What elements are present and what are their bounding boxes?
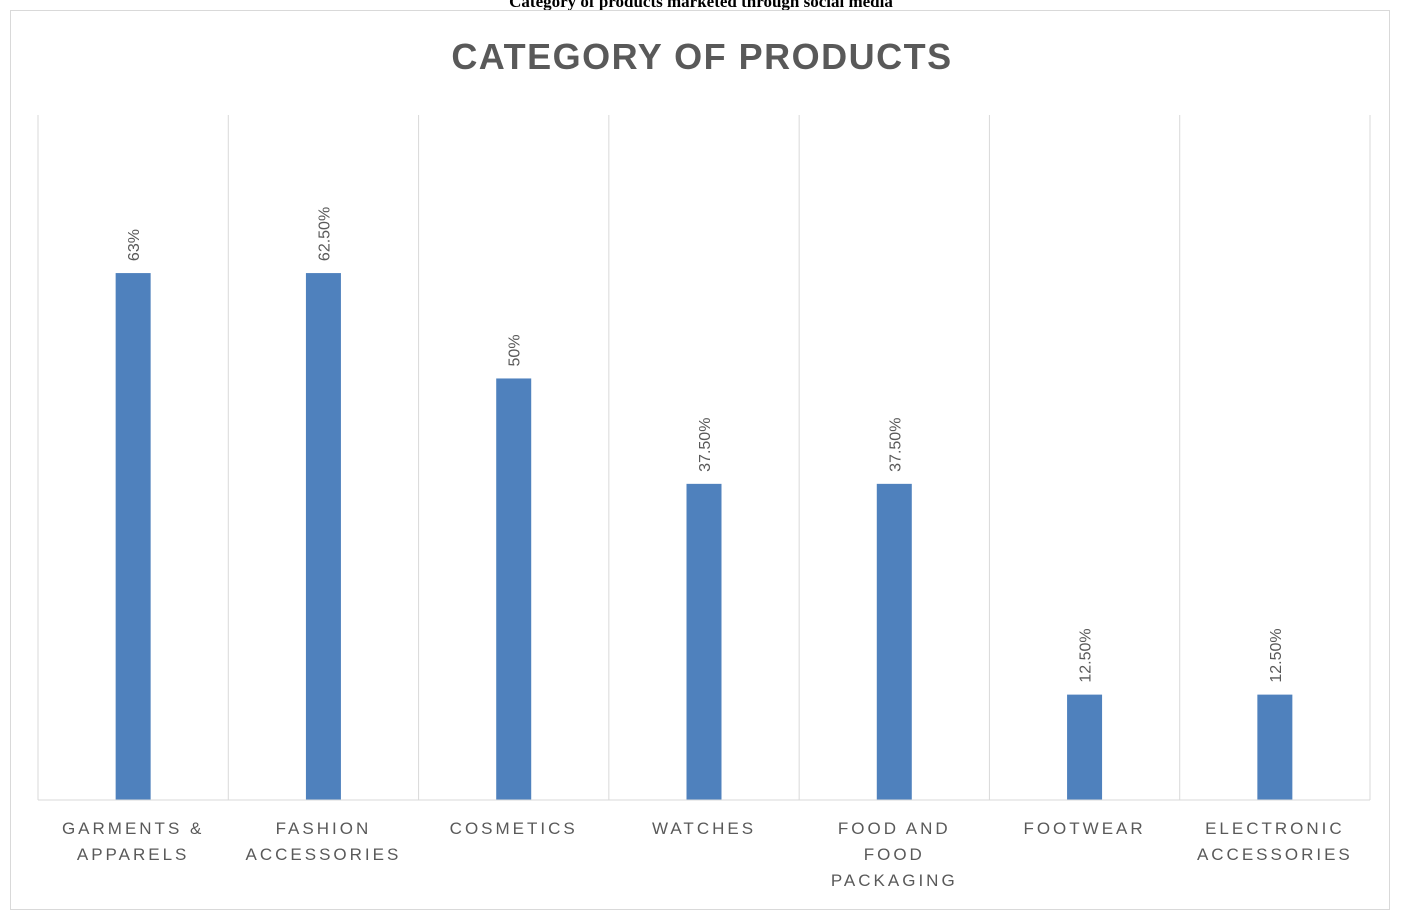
data-label: 37.50% <box>697 418 714 472</box>
bar <box>115 273 151 801</box>
bar <box>1257 694 1293 800</box>
category-label: WATCHES <box>652 819 756 838</box>
category-label: GARMENTS & <box>62 819 204 838</box>
category-labels-group: GARMENTS & APPARELS FASHION ACCESSORIES COSM… <box>62 819 1353 890</box>
data-label: 12.50% <box>1268 628 1285 682</box>
category-label: ELECTRONIC <box>1205 819 1345 838</box>
category-label: FOOD <box>864 845 925 864</box>
data-label: 63% <box>126 229 143 261</box>
category-label: APPARELS <box>77 845 190 864</box>
category-label: FOOD AND <box>838 819 951 838</box>
data-label: 12.50% <box>1078 628 1095 682</box>
figure-caption: Category of products marketed through so… <box>509 0 893 11</box>
data-label: 50% <box>507 334 524 366</box>
data-label: 37.50% <box>887 418 904 472</box>
bar <box>1067 694 1103 800</box>
bar <box>305 273 341 801</box>
bar <box>876 483 912 800</box>
bars-group <box>115 273 1293 801</box>
chart-title: CATEGORY OF PRODUCTS <box>451 36 952 77</box>
bar <box>686 483 722 800</box>
category-gridlines <box>37 115 1371 800</box>
category-label: PACKAGING <box>831 871 958 890</box>
data-labels-group: 63% 62.50% 50% 37.50% 37.50% 12.50% 12.50% <box>126 207 1285 683</box>
bar <box>496 378 532 800</box>
category-label: FOOTWEAR <box>1023 819 1145 838</box>
category-label: ACCESSORIES <box>1197 845 1353 864</box>
category-label: ACCESSORIES <box>246 845 402 864</box>
category-label: FASHION <box>276 819 372 838</box>
category-label: COSMETICS <box>450 819 578 838</box>
data-label: 62.50% <box>316 207 333 261</box>
